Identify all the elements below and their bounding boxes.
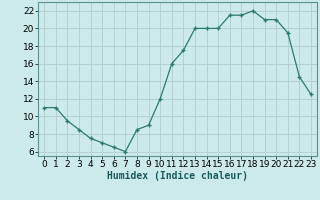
X-axis label: Humidex (Indice chaleur): Humidex (Indice chaleur) <box>107 171 248 181</box>
